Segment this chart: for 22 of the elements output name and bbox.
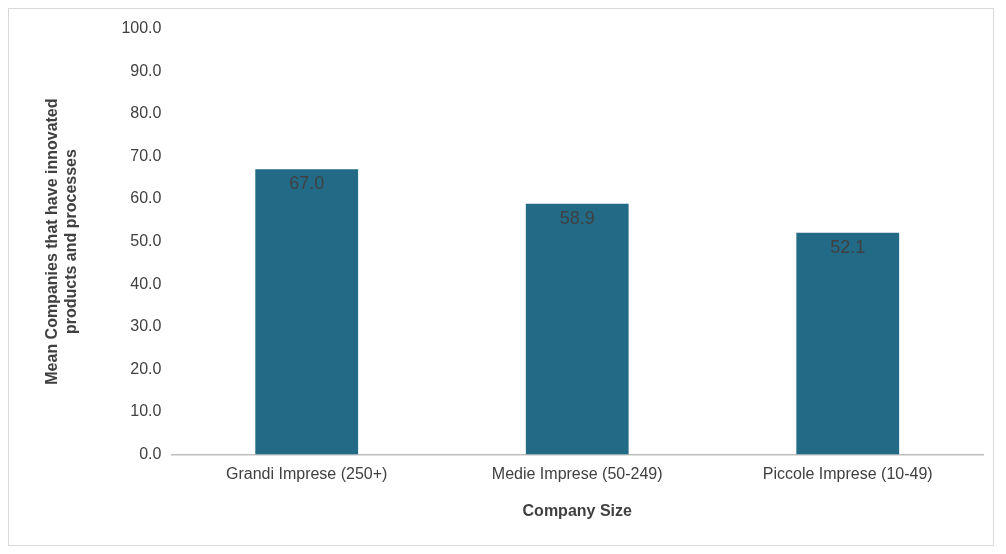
y-tick-label: 0.0	[139, 445, 162, 463]
data-label: 58.9	[559, 207, 595, 228]
bar	[796, 232, 900, 455]
y-tick-label: 70.0	[130, 146, 162, 164]
bar	[525, 203, 629, 455]
y-tick-label: 30.0	[130, 317, 162, 335]
y-tick-label: 10.0	[130, 402, 162, 420]
x-axis-title: Company Size	[522, 501, 632, 519]
bar	[255, 169, 359, 455]
y-axis-title: Mean Companies that have innovated products and processes	[43, 98, 80, 385]
y-tick-label: 20.0	[130, 359, 162, 377]
x-tick-label: Grandi Imprese (250+)	[226, 464, 388, 482]
x-tick-label: Piccole Imprese (10-49)	[762, 464, 933, 482]
x-tick-label: Medie Imprese (50-249)	[491, 464, 663, 482]
y-tick-label: 50.0	[130, 232, 162, 250]
data-label: 52.1	[830, 236, 866, 257]
y-tick-label: 80.0	[130, 104, 162, 122]
y-tick-label: 60.0	[130, 189, 162, 207]
data-label: 67.0	[289, 173, 325, 194]
y-tick-label: 100.0	[121, 19, 162, 37]
y-tick-label: 90.0	[130, 61, 162, 79]
y-tick-label: 40.0	[130, 274, 162, 292]
